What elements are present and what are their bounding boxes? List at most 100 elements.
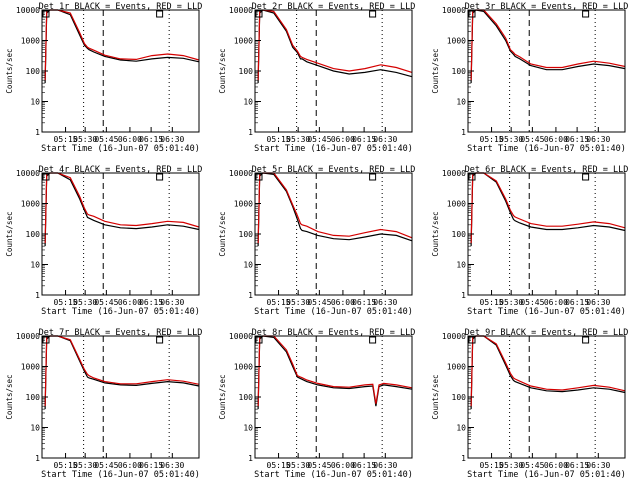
x-tick-label: 05:30: [286, 298, 310, 307]
y-tick-label: 100: [239, 67, 254, 76]
x-tick-label: 06:00: [331, 135, 355, 144]
y-tick-label: 10000: [442, 6, 466, 15]
y-tick-label: 1: [35, 128, 40, 137]
series-line-events: [257, 9, 413, 84]
corner-marker-box: [468, 173, 476, 181]
x-tick-label: 05:45: [94, 135, 118, 144]
x-axis-label: Start Time (16-Jun-07 05:01:40): [254, 144, 413, 154]
y-tick-label: 1000: [447, 37, 466, 46]
y-tick-label: 100: [452, 230, 467, 239]
x-tick-label: 05:45: [307, 298, 331, 307]
x-tick-label: 05:45: [520, 461, 544, 470]
x-tick-label: 05:45: [94, 461, 118, 470]
y-tick-label: 1000: [447, 200, 466, 209]
x-tick-label: 05:15: [267, 461, 291, 470]
y-tick-label: 1000: [234, 200, 253, 209]
x-tick-label: 06:15: [352, 461, 376, 470]
x-tick-label: 05:30: [499, 135, 523, 144]
y-tick-label: 10: [30, 261, 40, 270]
series-line-events: [44, 335, 200, 410]
y-tick-label: 1000: [21, 200, 40, 209]
x-axis-label: Start Time (16-Jun-07 05:01:40): [254, 307, 413, 317]
series-line-events: [44, 9, 200, 84]
y-tick-label: 1: [35, 454, 40, 463]
corner-marker-box: [156, 10, 164, 18]
x-tick-label: 05:15: [267, 135, 291, 144]
plot-frame: [254, 172, 413, 296]
panel-title: Det 3r BLACK = Events, RED = LLD: [465, 2, 629, 12]
x-tick-label: 06:00: [544, 461, 568, 470]
x-tick-label: 06:30: [586, 298, 610, 307]
y-tick-label: 1000: [21, 37, 40, 46]
y-tick-label: 1000: [234, 363, 253, 372]
y-tick-label: 1000: [447, 363, 466, 372]
x-tick-label: 05:30: [499, 461, 523, 470]
y-axis-label: Counts/sec: [5, 374, 14, 419]
y-tick-label: 1000: [234, 37, 253, 46]
series-line-lld: [44, 9, 200, 81]
panel-title: Det 4r BLACK = Events, RED = LLD: [39, 165, 203, 175]
plot-frame: [41, 9, 200, 133]
series-line-events: [470, 335, 626, 410]
x-tick-label: 06:30: [160, 135, 184, 144]
y-axis-label: Counts/sec: [431, 48, 440, 93]
x-tick-label: 06:00: [118, 135, 142, 144]
panel-title: Det 8r BLACK = Events, RED = LLD: [252, 328, 416, 338]
x-tick-label: 05:15: [54, 135, 78, 144]
y-tick-label: 10000: [442, 169, 466, 178]
x-tick-label: 05:30: [73, 135, 97, 144]
corner-marker-box: [582, 10, 590, 18]
corner-marker-box: [369, 173, 377, 181]
y-axis-label: Counts/sec: [218, 374, 227, 419]
series-line-lld: [470, 335, 626, 407]
y-tick-label: 1: [461, 454, 466, 463]
x-tick-label: 06:00: [544, 135, 568, 144]
x-tick-label: 06:30: [373, 135, 397, 144]
y-tick-label: 1: [248, 454, 253, 463]
x-tick-label: 05:15: [480, 135, 504, 144]
corner-marker-box: [369, 10, 377, 18]
x-tick-label: 05:30: [286, 135, 310, 144]
x-tick-label: 06:15: [139, 298, 163, 307]
x-tick-label: 06:30: [586, 135, 610, 144]
x-tick-label: 05:30: [73, 461, 97, 470]
x-tick-label: 06:15: [139, 461, 163, 470]
x-tick-label: 06:30: [160, 298, 184, 307]
x-tick-label: 06:30: [373, 298, 397, 307]
x-tick-label: 05:45: [520, 298, 544, 307]
y-tick-label: 10000: [16, 169, 40, 178]
y-tick-label: 10000: [16, 6, 40, 15]
x-axis-label: Start Time (16-Jun-07 05:01:40): [41, 307, 200, 317]
y-axis-label: Counts/sec: [431, 211, 440, 256]
y-tick-label: 10000: [16, 332, 40, 341]
x-tick-label: 06:30: [160, 461, 184, 470]
y-axis-label: Counts/sec: [218, 48, 227, 93]
y-tick-label: 100: [26, 393, 41, 402]
x-tick-label: 05:15: [480, 461, 504, 470]
x-axis-label: Start Time (16-Jun-07 05:01:40): [467, 470, 626, 480]
x-axis-label: Start Time (16-Jun-07 05:01:40): [41, 470, 200, 480]
y-tick-label: 1: [461, 128, 466, 137]
series-line-events: [257, 335, 413, 410]
panel-title: Det 1r BLACK = Events, RED = LLD: [39, 2, 203, 12]
corner-marker-box: [156, 173, 164, 181]
corner-marker-box: [156, 336, 164, 344]
y-tick-label: 100: [26, 230, 41, 239]
corner-marker-box: [255, 173, 263, 181]
y-tick-label: 10: [456, 98, 466, 107]
y-tick-label: 10: [30, 424, 40, 433]
x-tick-label: 06:15: [352, 298, 376, 307]
y-tick-label: 10: [30, 98, 40, 107]
x-tick-label: 05:45: [94, 298, 118, 307]
y-axis-label: Counts/sec: [431, 374, 440, 419]
x-tick-label: 05:15: [54, 461, 78, 470]
plot-frame: [467, 335, 626, 459]
x-tick-label: 06:30: [373, 461, 397, 470]
series-line-events: [470, 9, 626, 84]
series-line-lld: [470, 172, 626, 244]
x-tick-label: 05:45: [520, 135, 544, 144]
